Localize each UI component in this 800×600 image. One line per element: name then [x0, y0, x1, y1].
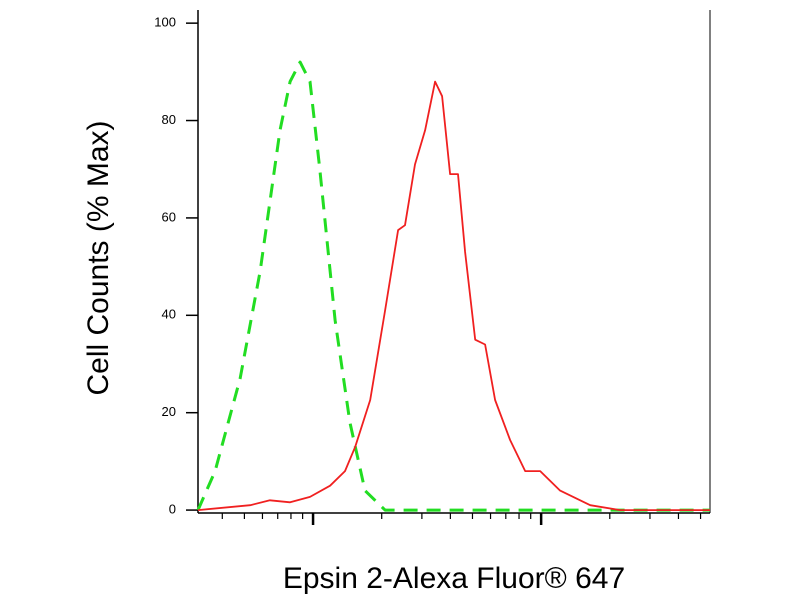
series-line: [196, 60, 710, 512]
series-line: [197, 80, 710, 512]
x-axis-title: Epsin 2-Alexa Fluor® 647: [283, 562, 625, 595]
y-tick-label: 40: [162, 307, 176, 322]
y-tick-label: 100: [154, 15, 176, 30]
y-tick-label: 60: [162, 209, 176, 224]
y-tick-label: 80: [162, 112, 176, 127]
y-axis-title: Cell Counts (% Max): [82, 120, 115, 395]
y-tick-label: 0: [169, 502, 176, 517]
y-tick-label: 20: [162, 404, 176, 419]
